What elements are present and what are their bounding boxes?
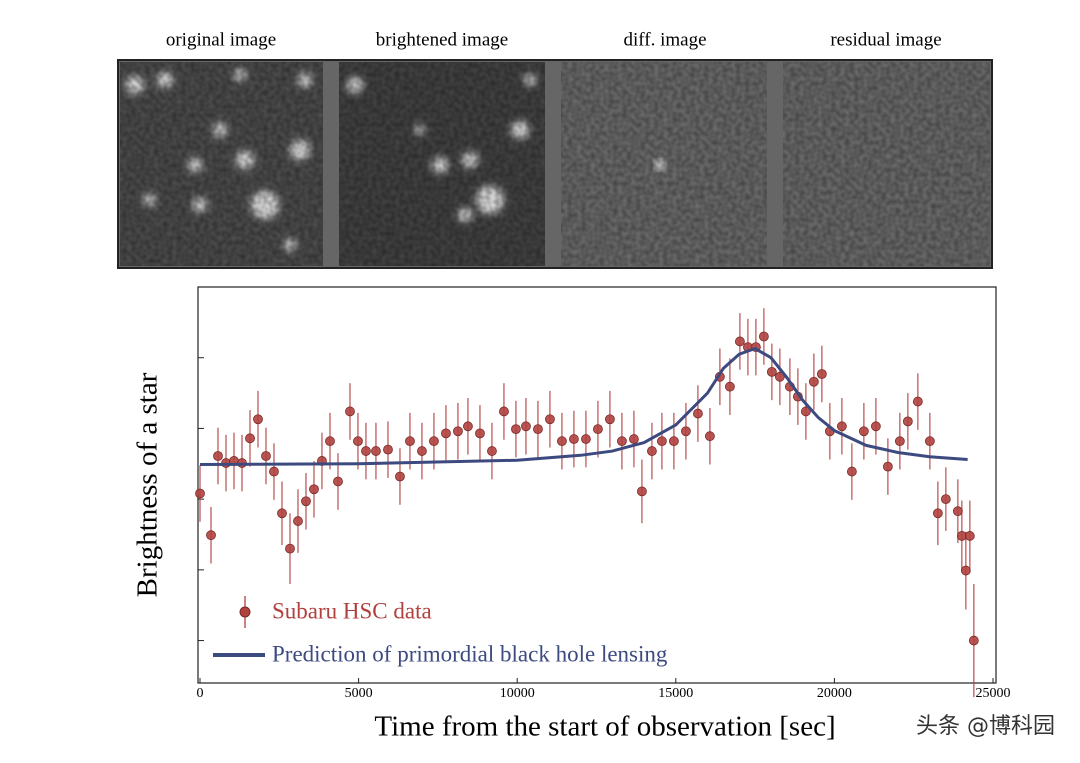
data-point	[353, 436, 363, 447]
data-point	[858, 426, 869, 437]
data-point	[269, 466, 279, 477]
data-point	[463, 421, 473, 432]
data-point	[629, 434, 639, 444]
data-point	[924, 436, 935, 447]
data-point	[952, 506, 963, 517]
data-point	[605, 414, 615, 425]
panel-title: diff. image	[623, 29, 706, 50]
data-point	[808, 376, 819, 387]
data-point	[333, 476, 343, 487]
x-tick-label: 15000	[658, 686, 693, 701]
data-point	[293, 516, 303, 526]
data-point	[693, 408, 703, 419]
data-point	[557, 436, 567, 447]
x-tick-label: 10000	[500, 686, 535, 701]
panel-original	[120, 62, 323, 266]
data-point	[902, 416, 913, 427]
data-point	[647, 446, 657, 456]
panel-title: brightened image	[376, 29, 508, 50]
data-point	[735, 336, 745, 347]
panel-noise	[120, 62, 323, 266]
x-tick-label: 5000	[345, 686, 373, 701]
data-point	[940, 494, 951, 505]
data-point	[836, 421, 847, 432]
y-axis-label: Brightness of a star	[132, 372, 164, 597]
data-point	[581, 434, 591, 444]
data-point	[453, 426, 463, 437]
data-point	[894, 436, 905, 447]
panel-residual	[783, 62, 990, 266]
data-point	[325, 436, 335, 447]
data-point	[511, 424, 521, 435]
data-point	[593, 424, 603, 435]
data-point	[681, 426, 691, 437]
data-point	[800, 406, 811, 417]
data-point	[964, 531, 975, 541]
model-line	[199, 346, 968, 466]
image-strip	[117, 59, 993, 269]
data-point	[371, 446, 381, 456]
data-point	[213, 451, 223, 461]
data-point	[533, 424, 543, 435]
watermark: 头条 @博科园	[916, 714, 1055, 739]
data-point	[361, 446, 371, 456]
data-point	[277, 508, 287, 519]
panel-noise	[339, 62, 545, 266]
data-point	[253, 414, 263, 425]
data-point	[968, 635, 979, 646]
data-point	[521, 421, 531, 432]
panel-brightened	[339, 62, 545, 266]
data-point	[932, 508, 943, 519]
x-tick-label: 25000	[976, 686, 1011, 701]
data-point	[245, 433, 255, 444]
data-point	[569, 434, 579, 444]
data-point	[816, 369, 827, 379]
panel-title: original image	[166, 29, 276, 50]
data-point	[870, 421, 881, 432]
data-point	[617, 436, 627, 447]
data-point	[637, 486, 647, 497]
data-point	[441, 428, 451, 439]
data-point	[383, 444, 393, 455]
data-point	[405, 436, 415, 447]
plot-frame	[197, 286, 997, 684]
data-point	[912, 396, 923, 407]
data-point	[301, 496, 311, 507]
data-point	[766, 366, 777, 377]
data-point	[195, 488, 205, 499]
legend-swatch	[239, 606, 251, 618]
legend-label: Subaru HSC data	[272, 598, 432, 623]
panel-noise	[783, 62, 990, 266]
data-point	[429, 436, 439, 447]
legend-label: Prediction of primordial black hole lens…	[272, 641, 668, 666]
data-point	[206, 530, 216, 541]
data-point	[309, 484, 319, 495]
panel-title: residual image	[830, 29, 941, 50]
data-point	[261, 451, 271, 461]
data-point	[417, 446, 427, 456]
data-point	[668, 436, 679, 447]
panel-diff	[561, 62, 767, 266]
data-point	[725, 381, 735, 392]
data-point	[758, 331, 769, 342]
data-point	[499, 406, 509, 417]
data-point	[960, 565, 971, 576]
panel-noise	[561, 62, 767, 266]
data-point	[475, 428, 485, 439]
x-tick-label: 0	[197, 686, 204, 701]
data-point	[846, 466, 857, 477]
data-point	[545, 414, 555, 425]
data-point	[395, 471, 405, 482]
data-point	[487, 446, 497, 456]
x-tick-label: 20000	[817, 686, 852, 701]
x-axis-label: Time from the start of observation [sec]	[374, 711, 835, 743]
data-point	[704, 431, 715, 442]
data-point	[882, 461, 893, 472]
data-point	[345, 406, 355, 417]
data-point	[285, 543, 295, 554]
data-point	[657, 436, 667, 447]
